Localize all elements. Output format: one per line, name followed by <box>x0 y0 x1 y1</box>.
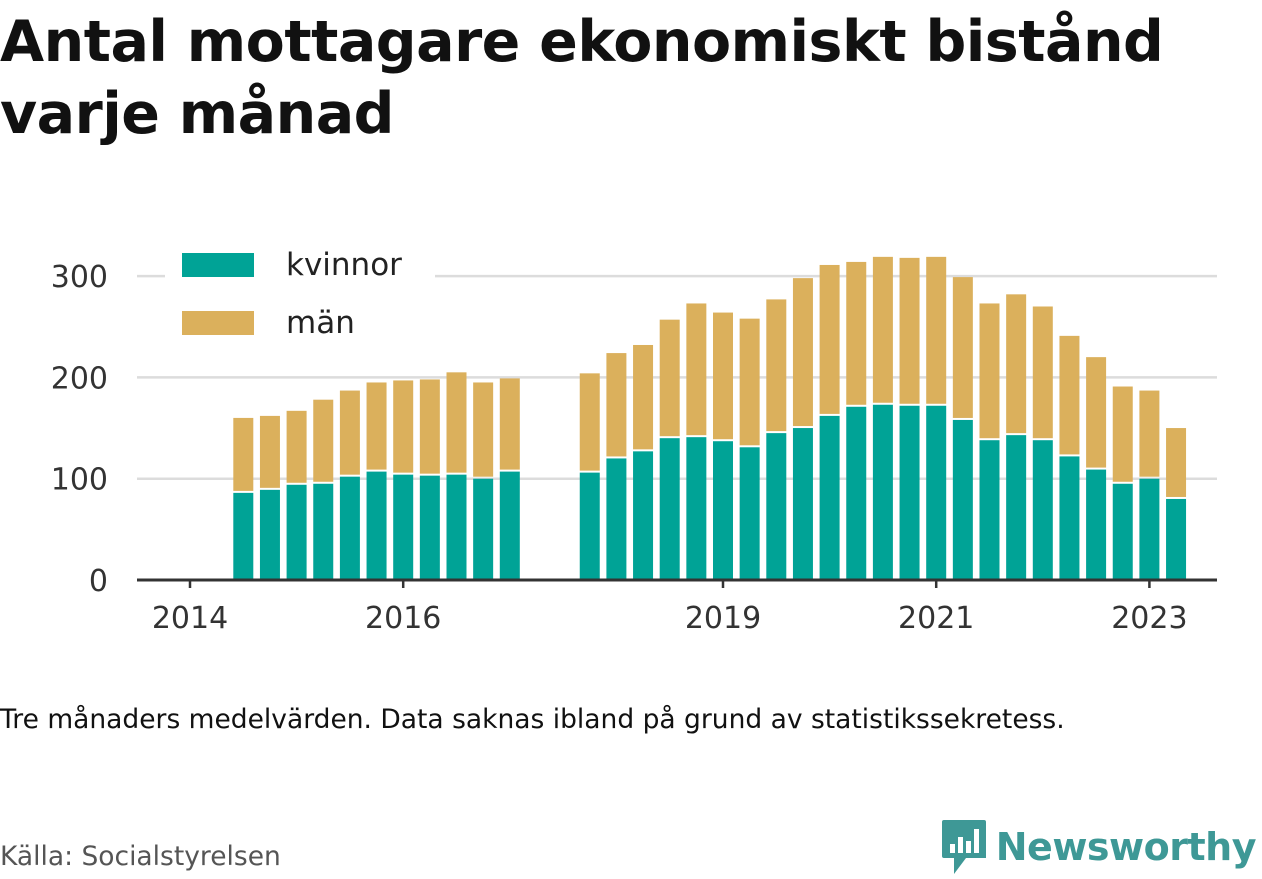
bar-kvinnor <box>419 475 440 580</box>
bar-kvinnor <box>393 474 414 580</box>
bar-kvinnor <box>339 476 360 580</box>
bar-kvinnor <box>1166 498 1187 580</box>
bar-kvinnor <box>286 484 307 580</box>
bar-kvinnor <box>739 447 760 580</box>
bar-man <box>1112 386 1133 482</box>
stacked-bar-chart: 0 100 200 300 2014 2016 2019 2021 2023 kvinnor m… <box>51 240 1217 636</box>
bars <box>233 256 1187 580</box>
bar-kvinnor <box>1006 435 1027 580</box>
bar-kvinnor <box>633 451 654 580</box>
bar-man <box>1059 335 1080 455</box>
legend-label: kvinnor <box>286 247 402 283</box>
bar-kvinnor <box>446 474 467 580</box>
bar-man <box>686 303 707 436</box>
bar-man <box>419 379 440 474</box>
x-tick-label: 2019 <box>685 601 761 636</box>
bar-kvinnor <box>1059 456 1080 580</box>
x-tick-label: 2021 <box>898 601 974 636</box>
bar-man <box>1166 428 1187 497</box>
x-axis: 2014 2016 2019 2021 2023 <box>137 578 1217 636</box>
bar-kvinnor <box>233 492 254 580</box>
bar-kvinnor <box>259 489 280 580</box>
chart-note: Tre månaders medelvärden. Data saknas ib… <box>0 704 1065 735</box>
y-tick-label: 300 <box>51 260 108 295</box>
bar-man <box>792 278 813 427</box>
bar-kvinnor <box>713 441 733 580</box>
legend-label: män <box>286 305 355 341</box>
bar-man <box>366 382 387 470</box>
bar-kvinnor <box>872 404 893 580</box>
x-tick-label: 2023 <box>1111 601 1187 636</box>
bar-man <box>499 378 520 470</box>
bar-man <box>286 410 307 483</box>
bar-man <box>713 312 733 440</box>
bar-man <box>846 261 867 405</box>
newsworthy-logo-icon <box>941 820 986 874</box>
bar-man <box>899 257 920 404</box>
bar-man <box>926 256 947 404</box>
bar-man <box>446 372 467 473</box>
bar-man <box>473 382 494 477</box>
bar-man <box>339 390 360 475</box>
source-credit: Källa: Socialstyrelsen <box>0 841 281 872</box>
bar-kvinnor <box>1032 440 1053 580</box>
bar-man <box>1032 306 1053 439</box>
bar-kvinnor <box>366 471 387 580</box>
bar-man <box>1086 357 1107 468</box>
bar-man <box>659 319 680 437</box>
bar-man <box>393 380 414 473</box>
bar-man <box>952 277 973 418</box>
bar-man <box>1006 294 1027 434</box>
bar-kvinnor <box>792 428 813 580</box>
bar-kvinnor <box>952 419 973 580</box>
bar-kvinnor <box>926 405 947 580</box>
chart-title: Antal mottagare ekonomiskt bistånd varje… <box>0 9 1164 147</box>
y-tick-label: 100 <box>51 463 108 498</box>
x-tick-label: 2014 <box>152 601 228 636</box>
bar-man <box>259 415 280 488</box>
bar-kvinnor <box>579 472 600 580</box>
bar-kvinnor <box>819 415 840 580</box>
bar-kvinnor <box>1112 483 1133 580</box>
legend-swatch <box>182 311 254 335</box>
y-tick-label: 200 <box>51 361 108 396</box>
bar-kvinnor <box>686 437 707 580</box>
y-tick-label: 0 <box>89 564 108 599</box>
brand-logo: Newsworthy <box>940 818 1257 876</box>
legend: kvinnor män <box>165 240 435 341</box>
bar-kvinnor <box>659 438 680 580</box>
bar-man <box>739 318 760 446</box>
bar-man <box>979 303 1000 439</box>
bar-kvinnor <box>473 478 494 580</box>
bar-man <box>233 417 254 491</box>
bar-kvinnor <box>1139 478 1160 580</box>
bar-man <box>606 353 627 457</box>
bar-man <box>313 399 334 482</box>
brand-name: Newsworthy <box>995 825 1257 869</box>
bar-kvinnor <box>766 433 787 580</box>
bar-kvinnor <box>606 458 627 580</box>
bar-man <box>1139 390 1160 477</box>
bar-kvinnor <box>979 440 1000 580</box>
bar-man <box>872 256 893 403</box>
x-tick-label: 2016 <box>365 601 441 636</box>
bar-man <box>633 344 654 450</box>
bar-man <box>766 299 787 432</box>
bar-man <box>819 264 840 414</box>
legend-swatch <box>182 253 254 277</box>
bar-kvinnor <box>499 471 520 580</box>
bar-kvinnor <box>1086 469 1107 580</box>
bar-kvinnor <box>899 405 920 580</box>
bar-kvinnor <box>313 483 334 580</box>
y-axis: 0 100 200 300 <box>51 260 108 599</box>
bar-kvinnor <box>846 406 867 580</box>
bar-man <box>579 373 600 471</box>
